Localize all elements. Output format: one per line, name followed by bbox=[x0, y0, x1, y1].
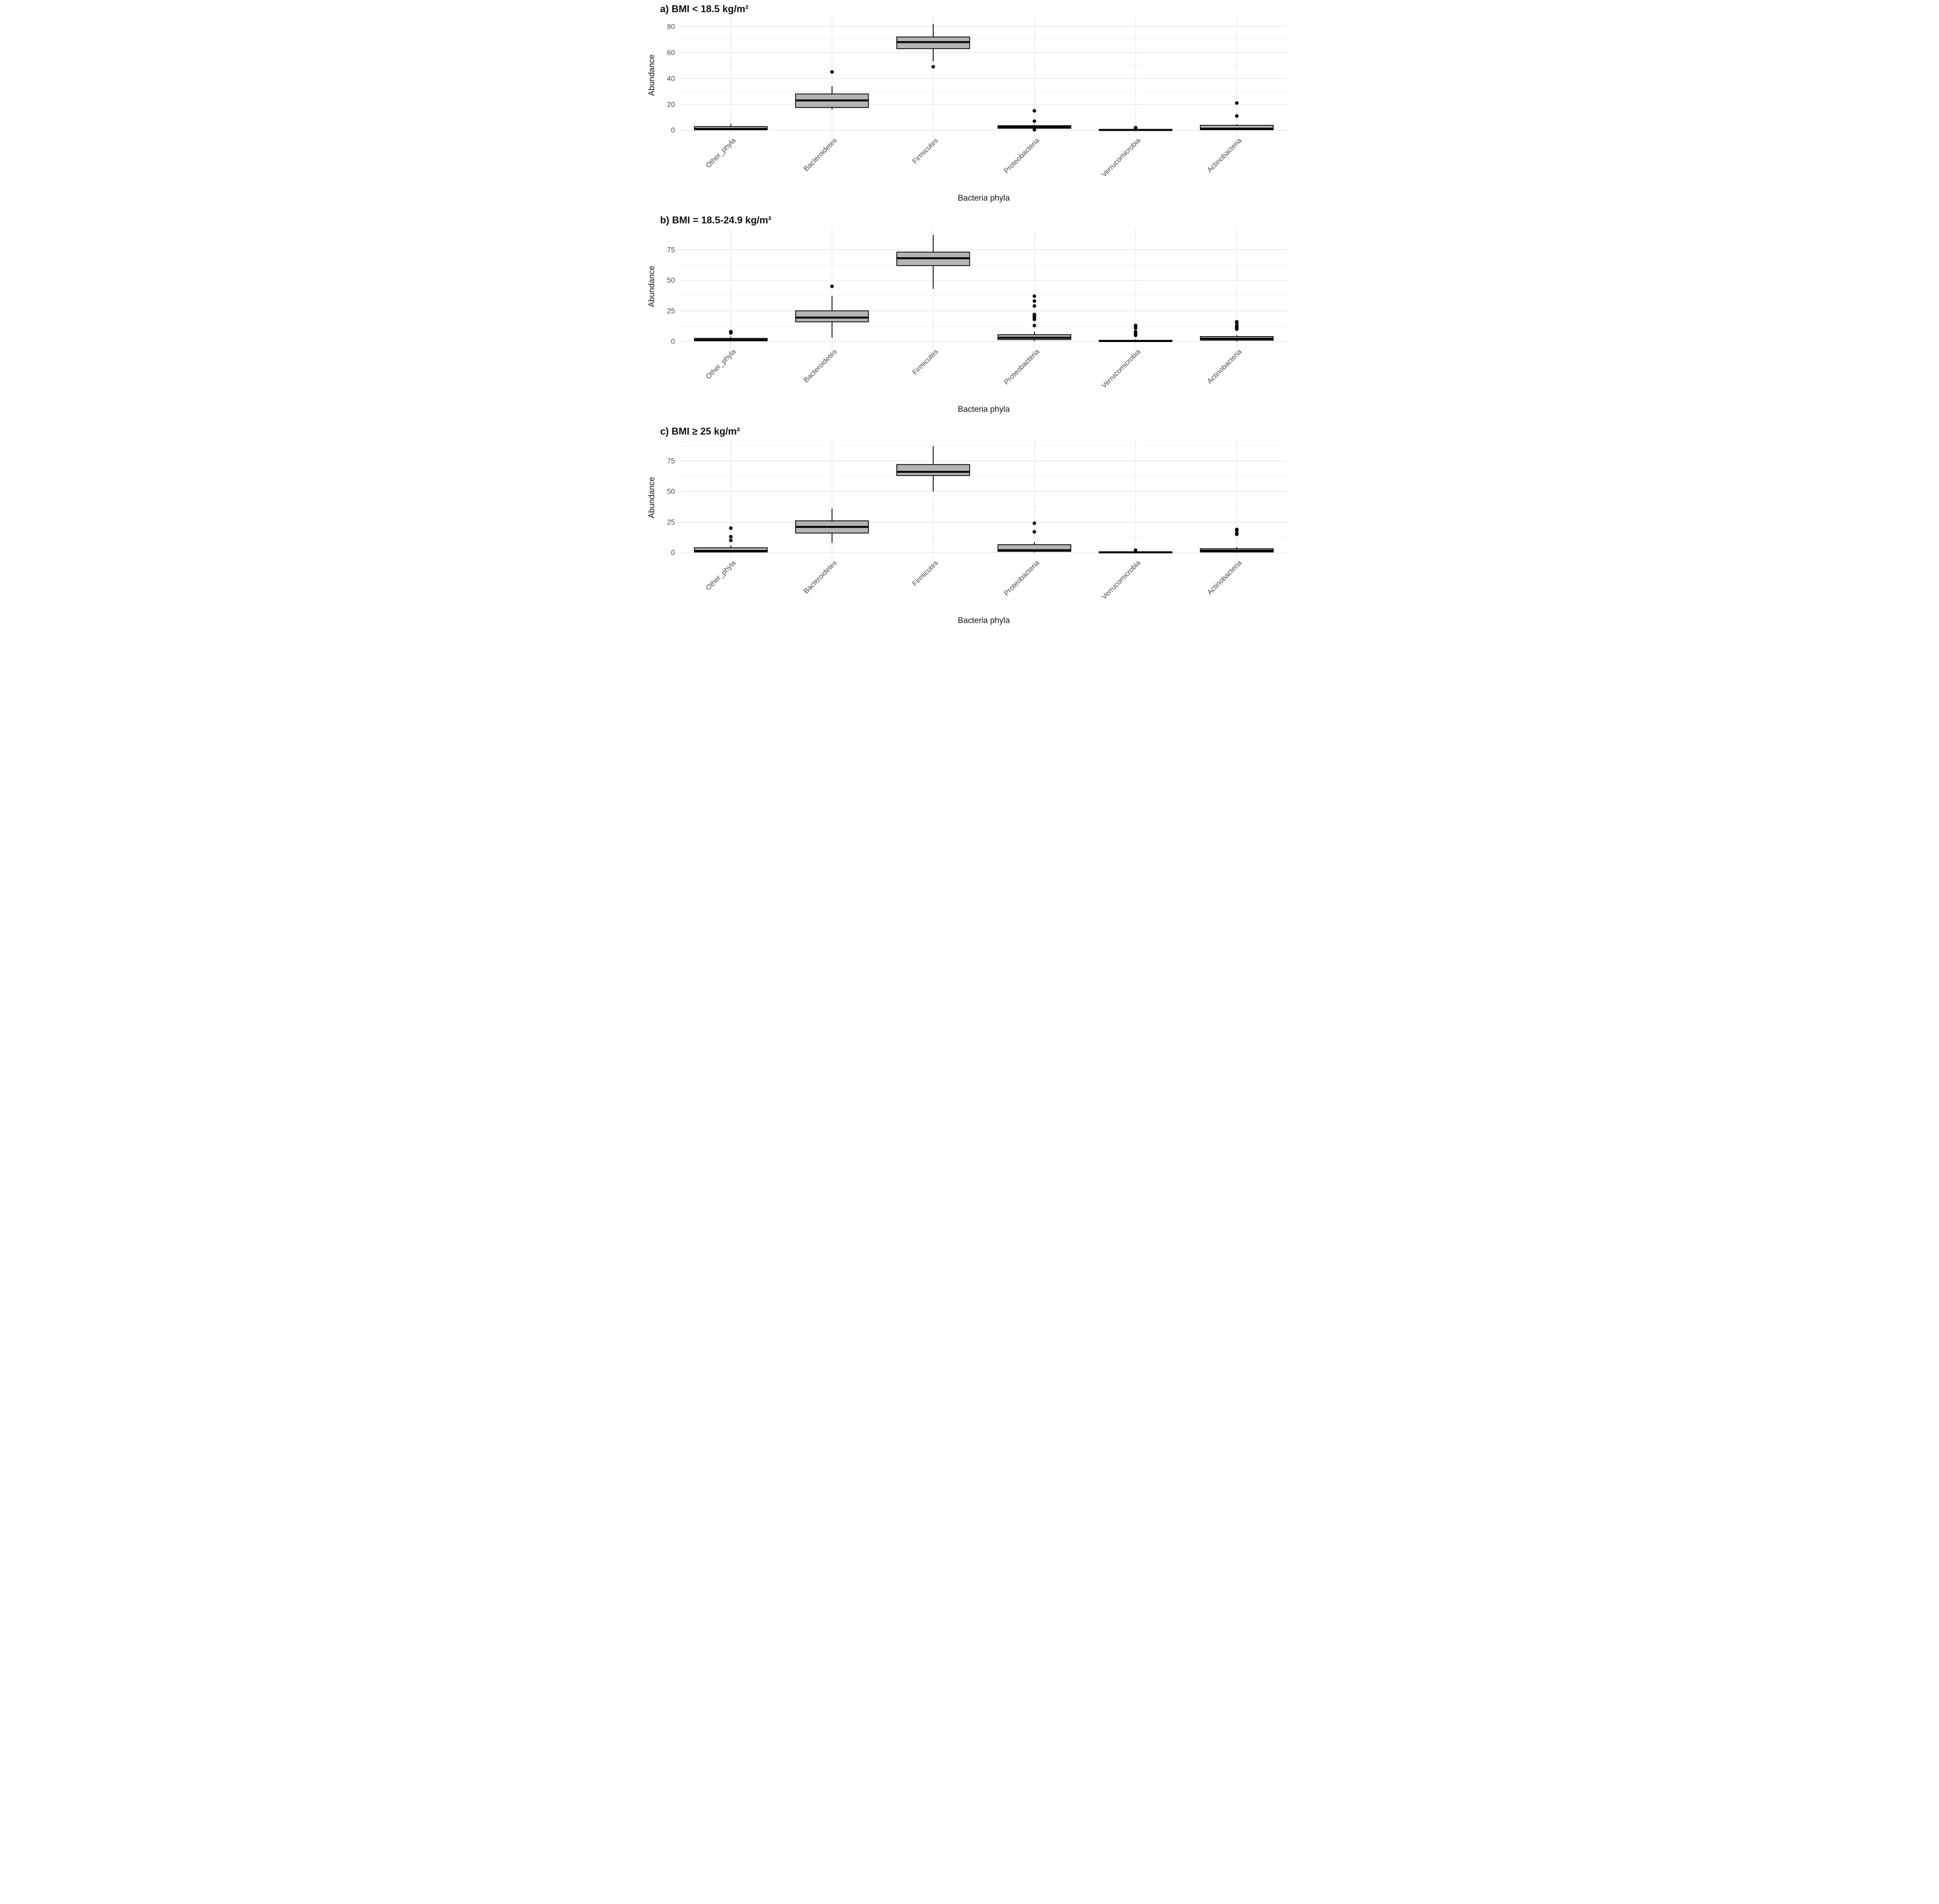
outlier-point bbox=[1032, 119, 1036, 123]
box-Proteobacteria bbox=[997, 109, 1071, 132]
box-Proteobacteria bbox=[997, 521, 1071, 553]
outlier-point bbox=[830, 70, 834, 74]
y-tick-label: 25 bbox=[667, 518, 675, 526]
y-tick-label: 0 bbox=[671, 549, 675, 557]
outlier-point bbox=[1032, 530, 1036, 534]
outlier-point bbox=[1133, 326, 1138, 330]
y-tick-label: 40 bbox=[667, 75, 675, 83]
y-tick-label: 75 bbox=[667, 246, 675, 254]
x-axis-title: Bacteria phyla bbox=[958, 616, 1010, 625]
outlier-point bbox=[729, 331, 733, 335]
gridlines bbox=[680, 439, 1287, 560]
y-axis-title: Abundance bbox=[647, 55, 656, 96]
boxplot-figure: 0 20 40 60 80 Other_phyla Bacteroidetes Firmicu… bbox=[646, 0, 1293, 634]
panel-title: a) BMI < 18.5 kg/m² bbox=[660, 3, 748, 14]
outlier-point bbox=[1032, 304, 1036, 308]
box-Bacteroidetes bbox=[795, 70, 869, 110]
y-tick-label: 50 bbox=[667, 488, 675, 495]
y-tick-label: 25 bbox=[667, 307, 675, 315]
y-tick-label: 75 bbox=[667, 457, 675, 465]
panel-title: c) BMI ≥ 25 kg/m² bbox=[660, 426, 740, 437]
outlier-point bbox=[1032, 323, 1036, 328]
y-tick-label: 60 bbox=[667, 49, 675, 57]
iqr-box bbox=[896, 464, 970, 476]
panel-background bbox=[646, 0, 1293, 211]
panel-title: b) BMI = 18.5-24.9 kg/m² bbox=[660, 214, 771, 225]
panel-background bbox=[646, 211, 1293, 422]
outlier-point bbox=[931, 65, 935, 69]
box-Actinobacteria bbox=[1200, 320, 1274, 341]
box-Proteobacteria bbox=[997, 294, 1071, 341]
outlier-point bbox=[729, 535, 733, 539]
y-axis-title: Abundance bbox=[647, 266, 656, 307]
iqr-box bbox=[694, 547, 768, 553]
box-Verrucomicrobia bbox=[1098, 323, 1173, 342]
x-axis-title: Bacteria phyla bbox=[958, 194, 1010, 203]
outlier-point bbox=[1235, 101, 1239, 105]
outlier-point bbox=[830, 284, 834, 288]
x-axis-title: Bacteria phyla bbox=[958, 405, 1010, 414]
gridlines bbox=[680, 228, 1287, 349]
outlier-point bbox=[1133, 127, 1138, 130]
outlier-point bbox=[1133, 548, 1138, 552]
outlier-point bbox=[1032, 521, 1036, 525]
outlier-point bbox=[1235, 114, 1239, 118]
outlier-point bbox=[1032, 128, 1036, 132]
box-Bacteroidetes bbox=[795, 284, 869, 338]
iqr-box bbox=[1200, 124, 1274, 130]
box-Verrucomicrobia bbox=[1098, 548, 1173, 554]
box-Firmicutes bbox=[896, 234, 970, 289]
box-Other_phyla bbox=[694, 526, 768, 553]
y-tick-label: 0 bbox=[671, 127, 675, 134]
outlier-point bbox=[1133, 333, 1138, 337]
y-tick-label: 80 bbox=[667, 23, 675, 31]
box-Other_phyla bbox=[694, 330, 768, 341]
outlier-point bbox=[1032, 299, 1036, 303]
iqr-box bbox=[795, 310, 869, 322]
y-axis-title: Abundance bbox=[647, 477, 656, 518]
outlier-point bbox=[1235, 532, 1239, 536]
box-Other_phyla bbox=[694, 123, 768, 131]
outlier-point bbox=[1032, 294, 1036, 298]
outlier-point bbox=[1235, 327, 1239, 331]
y-tick-label: 20 bbox=[667, 101, 675, 109]
box-Actinobacteria bbox=[1200, 527, 1274, 553]
box-Firmicutes bbox=[896, 24, 970, 69]
outlier-point bbox=[1032, 318, 1036, 321]
outlier-point bbox=[1032, 109, 1036, 113]
panel-background bbox=[646, 422, 1293, 634]
outlier-point bbox=[729, 538, 733, 543]
box-Bacteroidetes bbox=[795, 508, 869, 543]
outlier-point bbox=[729, 526, 733, 530]
box-Firmicutes bbox=[896, 446, 970, 492]
box-Actinobacteria bbox=[1200, 101, 1274, 130]
box-Verrucomicrobia bbox=[1098, 125, 1173, 131]
y-tick-label: 50 bbox=[667, 276, 675, 284]
y-tick-label: 0 bbox=[671, 338, 675, 346]
